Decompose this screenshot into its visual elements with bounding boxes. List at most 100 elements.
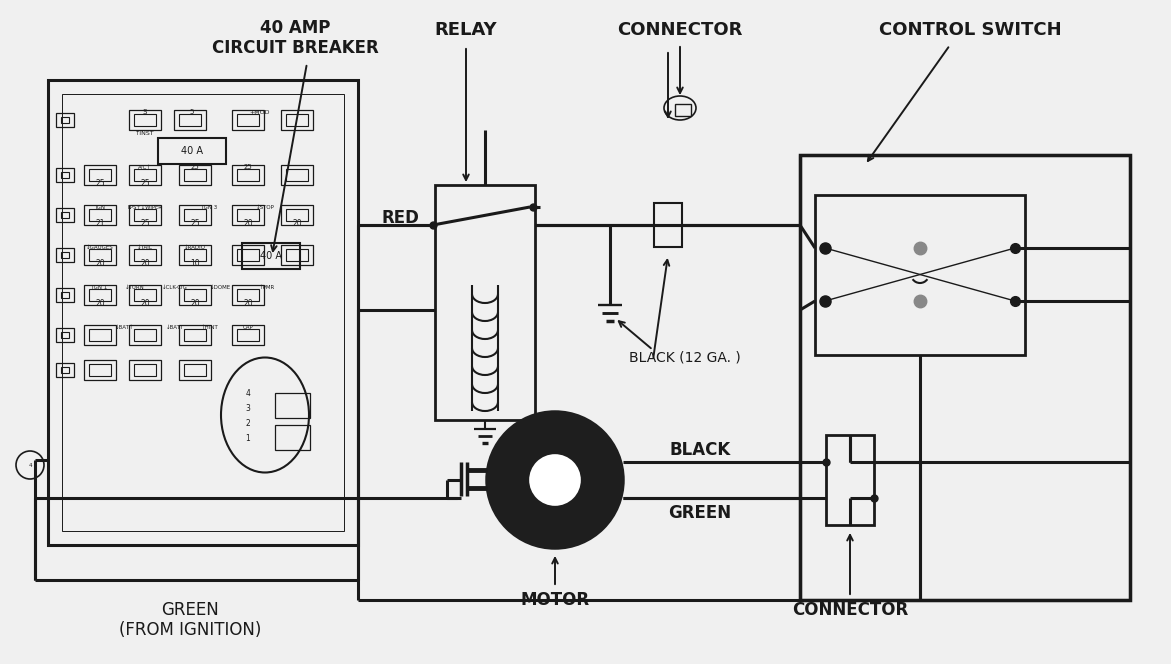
- Bar: [56, 168, 74, 182]
- Bar: [237, 289, 259, 301]
- Bar: [56, 113, 74, 127]
- Text: 25: 25: [190, 218, 200, 228]
- Text: 20: 20: [141, 258, 150, 268]
- Bar: [129, 325, 160, 345]
- Bar: [133, 114, 156, 126]
- Bar: [89, 289, 111, 301]
- Bar: [232, 245, 263, 265]
- Text: 40 AMP
CIRCUIT BREAKER: 40 AMP CIRCUIT BREAKER: [212, 19, 378, 57]
- Bar: [232, 165, 263, 185]
- Bar: [89, 169, 111, 181]
- Bar: [237, 169, 259, 181]
- Bar: [674, 104, 691, 116]
- Bar: [179, 205, 211, 225]
- Text: 4: 4: [246, 388, 251, 398]
- Text: ↓BAT↑: ↓BAT↑: [115, 325, 135, 329]
- Bar: [232, 325, 263, 345]
- Bar: [61, 332, 69, 338]
- Text: RELAY: RELAY: [434, 21, 498, 39]
- Text: 25: 25: [141, 218, 150, 228]
- Bar: [281, 110, 313, 130]
- Text: CONNECTOR: CONNECTOR: [617, 21, 742, 39]
- Bar: [56, 248, 74, 262]
- Text: ↓CLK-CIG: ↓CLK-CIG: [162, 284, 187, 290]
- Text: +MOD: +MOD: [249, 110, 271, 114]
- Circle shape: [529, 454, 581, 506]
- Bar: [826, 435, 874, 525]
- Bar: [61, 117, 69, 123]
- Text: MOTOR: MOTOR: [520, 591, 589, 609]
- Bar: [184, 169, 206, 181]
- Bar: [286, 114, 308, 126]
- Bar: [281, 245, 313, 265]
- Bar: [158, 138, 226, 164]
- Text: 25: 25: [244, 164, 253, 170]
- Text: IGN: IGN: [95, 205, 105, 210]
- Bar: [653, 203, 682, 247]
- Bar: [237, 249, 259, 261]
- Text: ↓RADIO: ↓RADIO: [184, 244, 206, 250]
- Text: ↓DOME: ↓DOME: [210, 284, 231, 290]
- Text: 25: 25: [141, 179, 150, 187]
- Text: 20: 20: [95, 299, 105, 307]
- Text: ↑HINT: ↑HINT: [201, 325, 219, 329]
- Bar: [133, 169, 156, 181]
- Bar: [89, 249, 111, 261]
- Text: 21: 21: [95, 218, 104, 228]
- Bar: [133, 364, 156, 376]
- Bar: [237, 114, 259, 126]
- Bar: [61, 212, 69, 218]
- Bar: [179, 285, 211, 305]
- Bar: [129, 165, 160, 185]
- Text: 20: 20: [141, 299, 150, 307]
- Text: 4: 4: [28, 463, 32, 467]
- Text: A/C↑: A/C↑: [138, 165, 152, 169]
- Bar: [89, 329, 111, 341]
- Bar: [232, 205, 263, 225]
- Bar: [174, 110, 206, 130]
- Bar: [84, 325, 116, 345]
- Bar: [84, 285, 116, 305]
- Bar: [184, 249, 206, 261]
- Bar: [434, 185, 535, 420]
- Text: M: M: [537, 463, 573, 497]
- Bar: [48, 80, 358, 545]
- Text: 20: 20: [190, 299, 200, 307]
- Text: IGN 3: IGN 3: [203, 205, 218, 210]
- Bar: [84, 205, 116, 225]
- Bar: [84, 360, 116, 380]
- Text: 20: 20: [293, 218, 302, 228]
- Bar: [179, 245, 211, 265]
- Bar: [133, 329, 156, 341]
- Bar: [242, 243, 300, 269]
- Text: LPS↑↓WIPER: LPS↑↓WIPER: [128, 205, 163, 210]
- Bar: [89, 209, 111, 221]
- Bar: [815, 195, 1025, 355]
- Text: ↑INST: ↑INST: [135, 131, 155, 135]
- Text: 20: 20: [244, 299, 253, 307]
- Bar: [179, 114, 201, 126]
- Text: BLACK: BLACK: [670, 441, 731, 459]
- Text: S: S: [143, 109, 148, 115]
- Text: ↓GAUGES: ↓GAUGES: [87, 244, 114, 250]
- Text: 2: 2: [246, 418, 251, 428]
- Text: CONTROL SWITCH: CONTROL SWITCH: [878, 21, 1061, 39]
- Text: ↓TAIL: ↓TAIL: [137, 244, 153, 250]
- Bar: [84, 245, 116, 265]
- Bar: [129, 205, 160, 225]
- Text: GREEN
(FROM IGNITION): GREEN (FROM IGNITION): [118, 601, 261, 639]
- Text: 40 A: 40 A: [260, 251, 282, 261]
- Bar: [129, 360, 160, 380]
- Bar: [133, 249, 156, 261]
- Text: 20: 20: [244, 218, 253, 228]
- Text: BLACK (12 GA. ): BLACK (12 GA. ): [629, 350, 741, 364]
- Bar: [286, 249, 308, 261]
- Text: 5: 5: [190, 109, 194, 115]
- Text: 40 A: 40 A: [182, 146, 203, 156]
- Text: 25: 25: [95, 179, 105, 187]
- Bar: [184, 329, 206, 341]
- Bar: [89, 364, 111, 376]
- Bar: [800, 155, 1130, 600]
- Bar: [281, 205, 313, 225]
- Bar: [232, 110, 263, 130]
